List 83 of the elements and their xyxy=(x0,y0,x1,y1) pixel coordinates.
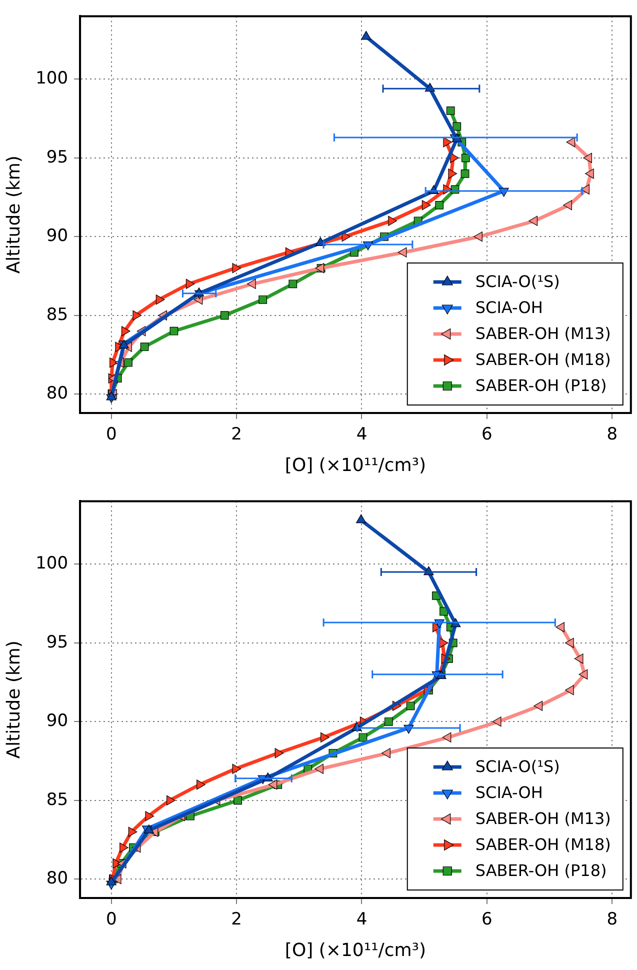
point xyxy=(356,514,366,524)
point xyxy=(186,278,195,289)
point xyxy=(232,263,242,274)
x-tick-label: 8 xyxy=(606,424,618,445)
point xyxy=(382,748,390,758)
x-tick-label: 2 xyxy=(231,424,242,445)
point xyxy=(145,811,154,822)
point xyxy=(474,232,482,242)
point xyxy=(492,716,502,727)
point xyxy=(166,795,176,806)
point xyxy=(128,826,138,837)
point xyxy=(442,732,452,742)
point xyxy=(361,30,372,40)
x-tick-label: 0 xyxy=(106,910,117,930)
y-axis-title: Altitude (km) xyxy=(3,640,24,759)
point xyxy=(578,669,588,680)
legend-label: SABER-OH (M18) xyxy=(475,835,611,854)
y-tick-label: 85 xyxy=(46,304,68,325)
x-tick-label: 0 xyxy=(106,424,117,445)
point xyxy=(196,780,206,790)
point xyxy=(435,200,444,210)
x-tick-label: 4 xyxy=(356,910,368,930)
x-tick-label: 2 xyxy=(231,910,242,930)
point xyxy=(232,764,242,774)
point xyxy=(585,168,594,179)
point xyxy=(406,702,415,710)
point xyxy=(110,358,118,368)
point xyxy=(120,842,128,853)
point xyxy=(220,311,229,320)
point xyxy=(565,685,574,696)
point xyxy=(460,169,470,178)
point xyxy=(170,326,178,336)
legend-label: SABER-OH (M13) xyxy=(475,324,611,344)
legend-label: SABER-OH (P18) xyxy=(475,861,607,880)
y-tick-label: 90 xyxy=(46,226,68,246)
legend-label: SABER-OH (P18) xyxy=(475,376,607,396)
point xyxy=(140,342,149,352)
point xyxy=(320,732,330,742)
point xyxy=(574,654,584,664)
point xyxy=(446,106,455,115)
point xyxy=(121,326,130,336)
y-tick-label: 80 xyxy=(46,868,68,889)
point xyxy=(358,733,368,742)
point xyxy=(440,607,448,616)
point xyxy=(528,216,538,226)
legend-label: SABER-OH (M13) xyxy=(475,809,611,828)
legend-label: SABER-OH (M18) xyxy=(475,350,611,370)
x-tick-label: 4 xyxy=(356,424,368,445)
point xyxy=(452,122,462,131)
x-tick-label: 6 xyxy=(482,424,492,445)
x-tick-label: 6 xyxy=(482,910,492,930)
legend-label: SCIA-O(¹S) xyxy=(475,757,560,776)
legend-label: SCIA-OH xyxy=(475,783,543,802)
point xyxy=(563,200,572,210)
y-tick-label: 90 xyxy=(46,711,68,732)
point xyxy=(234,796,242,805)
y-tick-label: 100 xyxy=(36,68,68,89)
point xyxy=(156,294,165,305)
point xyxy=(566,137,576,148)
point xyxy=(461,154,470,162)
y-tick-label: 85 xyxy=(46,790,68,810)
point xyxy=(580,184,590,194)
point xyxy=(288,280,298,288)
y-tick-label: 95 xyxy=(46,147,68,168)
point xyxy=(565,638,574,648)
point xyxy=(384,717,393,726)
point xyxy=(274,748,284,758)
legend-label: SCIA-OH xyxy=(475,298,543,318)
legend-label: SCIA-O(¹S) xyxy=(475,272,560,292)
point xyxy=(132,310,142,320)
x-axis-title: [O] (×10¹¹/cm³) xyxy=(284,940,426,961)
y-axis-title: Altitude (km) xyxy=(3,156,24,274)
x-axis-title: [O] (×10¹¹/cm³) xyxy=(284,454,426,476)
point xyxy=(534,700,543,711)
y-tick-label: 100 xyxy=(36,554,68,574)
point xyxy=(583,152,592,163)
point xyxy=(124,358,132,367)
point xyxy=(398,247,407,258)
point xyxy=(556,622,564,632)
x-tick-label: 8 xyxy=(606,910,618,930)
y-tick-label: 80 xyxy=(46,384,68,404)
y-tick-label: 95 xyxy=(46,632,68,652)
point xyxy=(258,295,268,304)
